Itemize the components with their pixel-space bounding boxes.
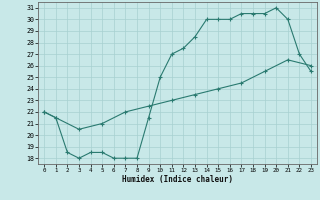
X-axis label: Humidex (Indice chaleur): Humidex (Indice chaleur) <box>122 175 233 184</box>
